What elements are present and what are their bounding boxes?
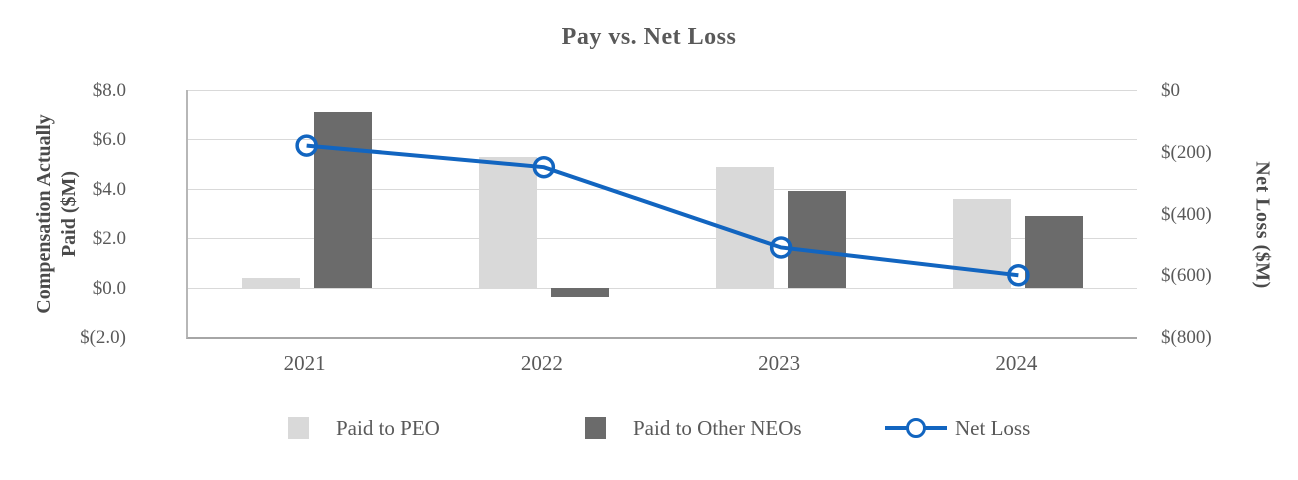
- x-axis-label: 2022: [520, 351, 563, 375]
- net-loss-line-marker-icon: [885, 418, 947, 438]
- y-left-tick-label: $6.0: [92, 129, 126, 151]
- plot-area: [186, 90, 1137, 339]
- gridline: [188, 287, 1137, 289]
- bar-paid-to-other-neos-2022: [550, 287, 609, 298]
- y-right-tick-label: $0: [1161, 80, 1180, 101]
- legend-label-paid-to-other-neos: Paid to Other NEOs: [633, 415, 802, 440]
- gridline: [188, 90, 1137, 91]
- legend-label-paid-to-peo: Paid to PEO: [336, 415, 440, 440]
- paid-to-other-neos-swatch-icon: [585, 417, 606, 439]
- bar-paid-to-other-neos-2023: [788, 191, 847, 288]
- bar-paid-to-peo-2021: [241, 277, 300, 288]
- net-loss-marker: [532, 155, 556, 179]
- net-loss-marker: [769, 236, 793, 259]
- y-right-tick-label: $(400): [1161, 203, 1212, 225]
- legend-item-net-loss: Net Loss: [885, 412, 1030, 444]
- gridline: [188, 188, 1137, 190]
- bar-paid-to-other-neos-2021: [313, 112, 372, 288]
- legend-item-paid-to-other-neos: Paid to Other NEOs: [585, 412, 802, 444]
- legend-label-net-loss: Net Loss: [955, 415, 1031, 440]
- y-left-tick-label: $2.0: [92, 228, 126, 250]
- y-right-tick-label: $(600): [1161, 265, 1212, 287]
- x-axis-label: 2024: [995, 351, 1038, 375]
- paid-to-peo-swatch-icon: [288, 417, 309, 439]
- y-left-tick-label: $0.0: [92, 277, 126, 299]
- gridline: [188, 139, 1137, 141]
- x-axis-label: 2021: [283, 351, 326, 375]
- y-right-tick-label: $(200): [1161, 141, 1212, 163]
- chart-title: Pay vs. Net Loss: [561, 24, 737, 50]
- bar-paid-to-other-neos-2024: [1025, 215, 1084, 288]
- legend-item-paid-to-peo: Paid to PEO: [288, 412, 440, 444]
- y-right-tick-label: $(800): [1161, 327, 1212, 348]
- x-axis-label: 2023: [758, 351, 801, 375]
- right-axis-title: Net Loss ($M): [1251, 161, 1274, 289]
- net-loss-marker: [295, 134, 318, 157]
- net-loss-marker: [1007, 264, 1030, 287]
- y-left-tick-label: $8.0: [92, 80, 126, 101]
- bar-paid-to-peo-2022: [478, 156, 537, 288]
- gridline: [188, 238, 1137, 240]
- y-left-tick-label: $4.0: [92, 178, 126, 200]
- net-loss-line: [295, 134, 1030, 287]
- y-left-tick-label: $(2.0): [80, 327, 126, 348]
